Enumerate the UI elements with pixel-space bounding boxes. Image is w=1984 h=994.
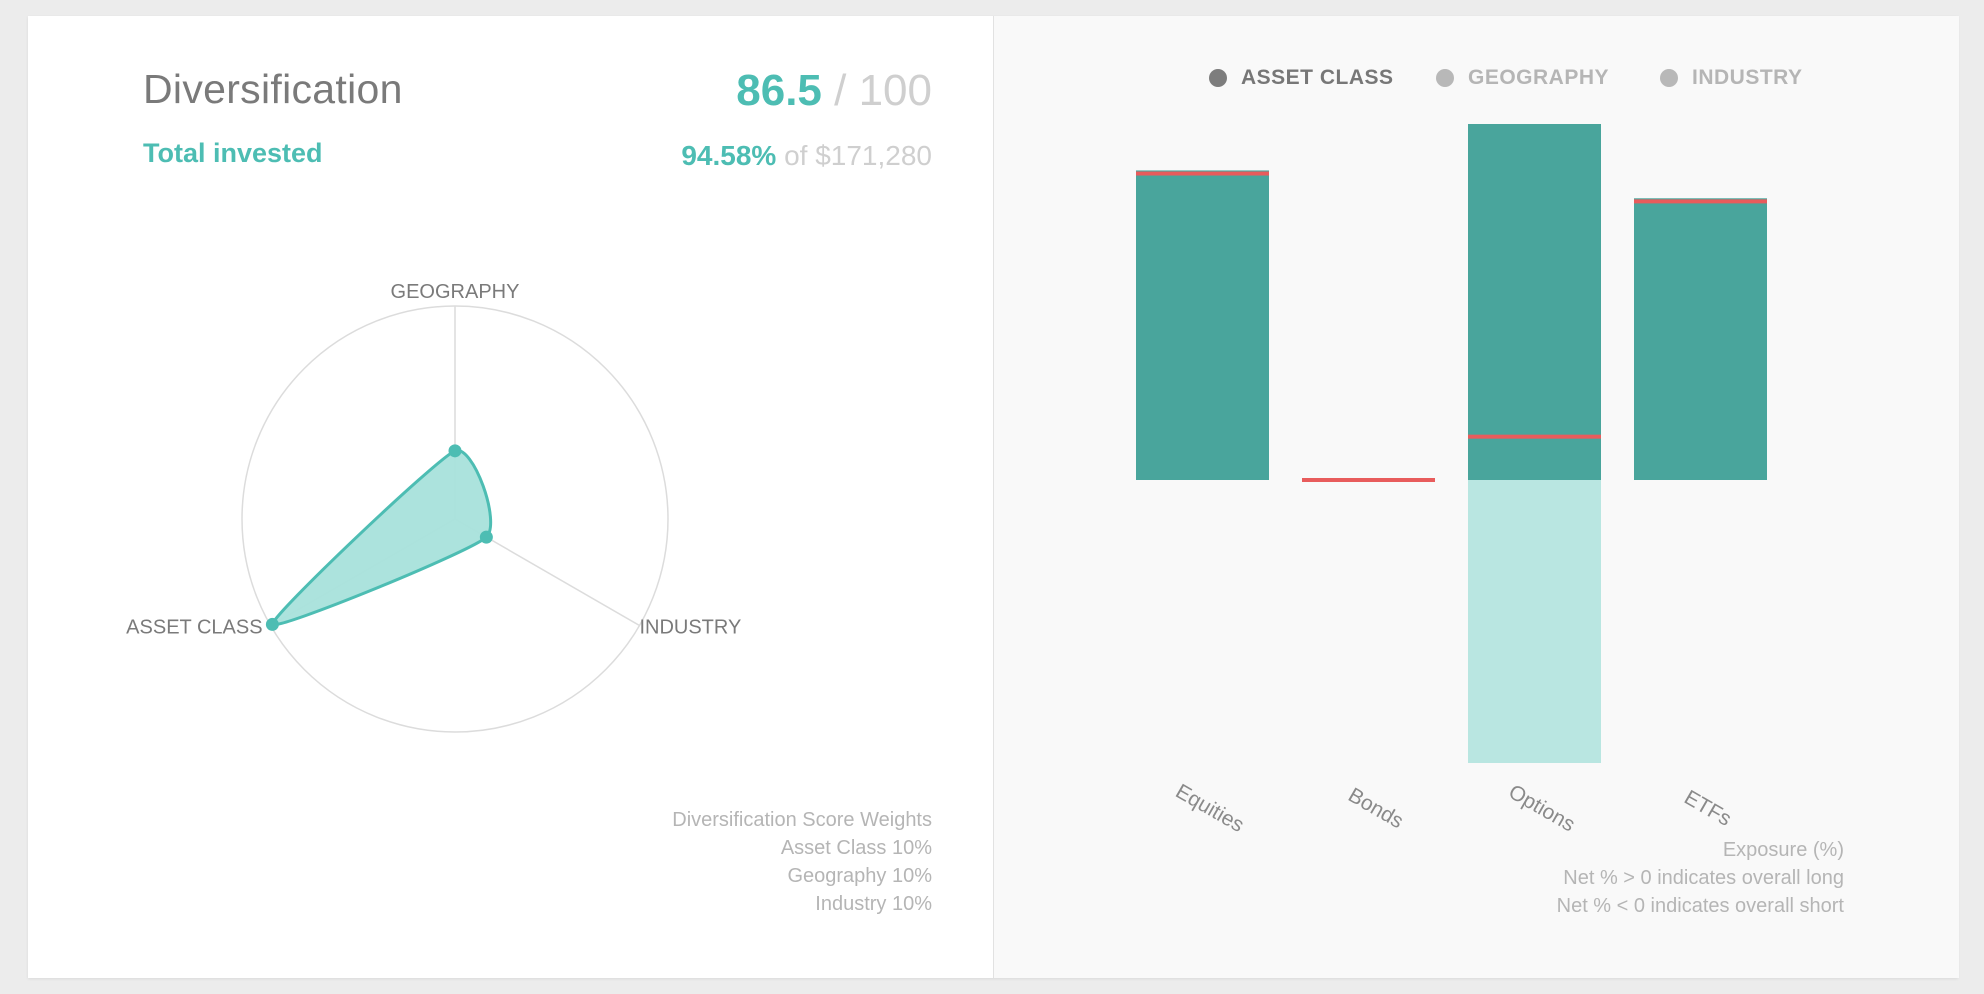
- net-marker-bonds: [1302, 478, 1435, 482]
- exposure-axis-label: Exposure (%): [1722, 839, 1844, 861]
- radar-point[interactable]: [265, 617, 279, 631]
- invested-percent: 94.58%: [681, 140, 777, 171]
- weight-geography: Geography 10%: [787, 865, 932, 887]
- diversification-panel: Diversification 86.5 / 100 Total investe…: [28, 16, 992, 978]
- chart-legend: ASSET CLASS GEOGRAPHY INDUSTRY: [994, 66, 1959, 106]
- long-bar-etfs[interactable]: [1634, 198, 1767, 480]
- legend-industry[interactable]: INDUSTRY: [1660, 66, 1803, 90]
- weight-industry: Industry 10%: [815, 893, 932, 915]
- category-label: Options: [1505, 780, 1579, 836]
- exposure-bar-chart: Equities Bonds Options ETFs: [1136, 124, 1767, 837]
- short-note: Net % < 0 indicates overall short: [1556, 895, 1844, 917]
- radar-chart: GEOGRAPHY INDUSTRY ASSET CLASS: [126, 281, 741, 733]
- legend-dot-icon: [1436, 69, 1454, 87]
- legend-dot-icon: [1660, 69, 1678, 87]
- legend-label: INDUSTRY: [1692, 66, 1803, 89]
- total-invested-label: Total invested: [143, 138, 323, 168]
- exposure-panel: ASSET CLASS GEOGRAPHY INDUSTRY Equities B…: [993, 16, 1959, 978]
- radar-axis-label: GEOGRAPHY: [391, 281, 520, 303]
- legend-label: ASSET CLASS: [1241, 66, 1394, 89]
- category-label: Equities: [1172, 780, 1248, 837]
- long-bar-options[interactable]: [1468, 124, 1601, 480]
- legend-geography[interactable]: GEOGRAPHY: [1436, 66, 1609, 90]
- legend-label: GEOGRAPHY: [1468, 66, 1610, 89]
- invested-total: of $171,280: [776, 140, 932, 171]
- radar-axis-label: ASSET CLASS: [126, 617, 262, 639]
- legend-asset-class[interactable]: ASSET CLASS: [1209, 66, 1394, 90]
- invested-amount: 94.58% of $171,280: [681, 140, 932, 172]
- category-label: Bonds: [1344, 784, 1407, 834]
- weight-asset-class: Asset Class 10%: [780, 837, 932, 859]
- score-weights-notes: Diversification Score Weights Asset Clas…: [672, 806, 932, 918]
- short-bar-options[interactable]: [1468, 480, 1601, 763]
- score-total: / 100: [821, 66, 932, 115]
- radar-point[interactable]: [448, 444, 462, 458]
- score-value: 86.5: [736, 66, 822, 115]
- radar-area: [270, 449, 493, 627]
- legend-dot-icon: [1209, 69, 1227, 87]
- net-marker-options: [1468, 434, 1601, 439]
- category-label: ETFs: [1680, 786, 1735, 831]
- long-note: Net % > 0 indicates overall long: [1563, 867, 1844, 889]
- diversification-card: Diversification 86.5 / 100 Total investe…: [28, 16, 1959, 978]
- net-marker-equities: [1136, 171, 1269, 176]
- radar-point[interactable]: [479, 530, 493, 544]
- long-bar-equities[interactable]: [1136, 170, 1269, 480]
- radar-axis-label: INDUSTRY: [639, 617, 741, 639]
- page-title: Diversification: [143, 66, 403, 112]
- exposure-notes: Exposure (%) Net % > 0 indicates overall…: [1557, 836, 1844, 920]
- diversification-score: 86.5 / 100: [736, 66, 932, 116]
- net-marker-etfs: [1634, 199, 1767, 204]
- weights-title: Diversification Score Weights: [672, 809, 932, 831]
